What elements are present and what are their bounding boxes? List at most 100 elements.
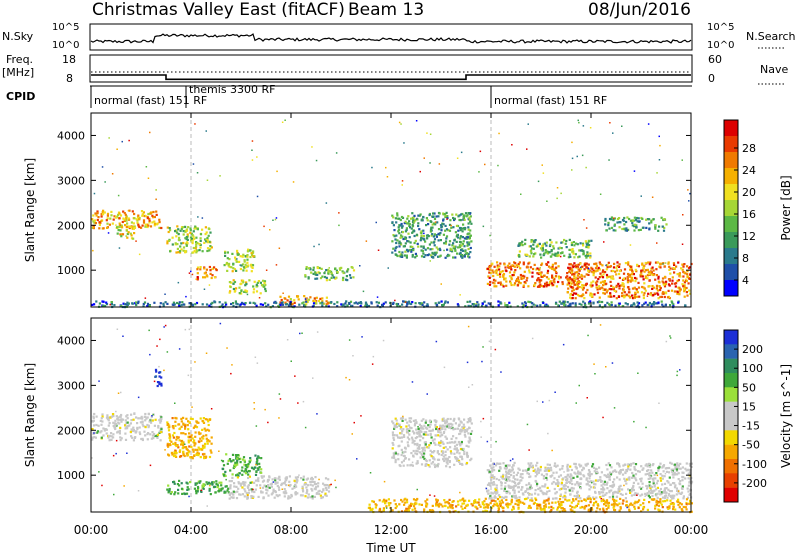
- data-pixel: [412, 216, 415, 219]
- data-pixel: [439, 435, 442, 438]
- data-pixel: [494, 487, 497, 490]
- data-pixel: [136, 422, 139, 425]
- data-pixel: [621, 488, 624, 491]
- data-pixel: [142, 211, 145, 214]
- data-pixel: [467, 247, 470, 251]
- data-pixel: [132, 418, 135, 421]
- data-pixel: [688, 481, 691, 484]
- data-pixel: [126, 421, 129, 424]
- data-pixel: [199, 447, 202, 450]
- data-pixel: [580, 477, 583, 480]
- data-pixel: [611, 495, 615, 498]
- data-pixel: [325, 202, 328, 204]
- data-pixel: [241, 466, 244, 469]
- data-pixel: [543, 469, 546, 472]
- data-pixel: [459, 219, 462, 222]
- data-pixel: [573, 471, 576, 474]
- data-pixel: [127, 302, 130, 305]
- data-pixel: [666, 480, 669, 483]
- data-pixel: [555, 491, 558, 494]
- data-pixel: [589, 292, 592, 295]
- nave-label: Nave: [760, 63, 788, 76]
- data-pixel: [236, 490, 239, 493]
- data-pixel: [455, 213, 458, 216]
- data-pixel: [437, 430, 440, 433]
- data-pixel: [448, 229, 452, 232]
- data-pixel: [462, 227, 465, 230]
- data-pixel: [541, 491, 544, 494]
- data-pixel: [534, 468, 537, 471]
- data-pixel: [241, 263, 245, 266]
- data-pixel: [129, 232, 132, 235]
- data-pixel: [582, 300, 585, 303]
- data-pixel: [469, 420, 472, 423]
- data-pixel: [199, 268, 202, 271]
- data-pixel: [532, 303, 535, 306]
- data-pixel: [426, 427, 429, 430]
- data-pixel: [389, 301, 392, 304]
- data-pixel: [237, 474, 240, 477]
- data-pixel: [442, 446, 445, 449]
- data-pixel: [649, 488, 653, 491]
- data-pixel: [160, 382, 163, 385]
- data-pixel: [574, 253, 577, 256]
- data-pixel: [639, 228, 642, 231]
- data-pixel: [237, 253, 240, 256]
- data-pixel: [293, 479, 296, 482]
- data-pixel: [487, 503, 490, 506]
- data-pixel: [284, 119, 286, 121]
- data-pixel: [168, 424, 171, 427]
- data-pixel: [554, 492, 557, 495]
- data-pixel: [512, 494, 515, 497]
- data-pixel: [665, 223, 668, 226]
- data-pixel: [431, 456, 434, 459]
- data-pixel: [450, 248, 453, 251]
- data-pixel: [206, 236, 209, 240]
- data-pixel: [598, 287, 601, 291]
- data-pixel: [588, 243, 591, 247]
- data-pixel: [557, 481, 560, 484]
- data-pixel: [613, 491, 616, 494]
- data-pixel: [207, 439, 210, 442]
- data-pixel: [101, 166, 104, 168]
- data-pixel: [381, 500, 384, 503]
- data-pixel: [640, 510, 643, 513]
- data-pixel: [663, 291, 666, 294]
- data-pixel: [132, 237, 135, 240]
- data-pixel: [570, 241, 573, 244]
- data-pixel: [296, 476, 300, 479]
- data-pixel: [446, 255, 449, 258]
- data-pixel: [230, 302, 233, 306]
- data-pixel: [615, 266, 618, 269]
- data-pixel: [114, 427, 117, 431]
- data-pixel: [395, 241, 398, 245]
- data-pixel: [505, 466, 508, 469]
- data-pixel: [187, 488, 190, 491]
- data-pixel: [490, 507, 493, 510]
- data-pixel: [242, 281, 245, 284]
- data-pixel: [459, 429, 463, 432]
- data-pixel: [664, 262, 667, 264]
- data-pixel: [201, 217, 204, 219]
- data-pixel: [296, 295, 300, 298]
- data-pixel: [579, 471, 582, 474]
- data-pixel: [637, 302, 641, 305]
- data-pixel: [352, 276, 355, 279]
- data-pixel: [463, 214, 466, 217]
- data-pixel: [280, 302, 283, 305]
- data-pixel: [564, 304, 567, 307]
- data-pixel: [428, 465, 431, 468]
- data-pixel: [408, 224, 411, 227]
- data-pixel: [633, 502, 636, 505]
- data-pixel: [158, 226, 161, 229]
- data-pixel: [466, 244, 469, 247]
- data-pixel: [245, 469, 248, 472]
- data-pixel: [102, 434, 105, 437]
- data-pixel: [648, 285, 651, 288]
- data-pixel: [607, 473, 610, 476]
- data-pixel: [685, 462, 688, 465]
- data-pixel: [317, 490, 320, 493]
- data-pixel: [583, 219, 585, 221]
- data-pixel: [659, 487, 662, 491]
- data-pixel: [306, 489, 309, 492]
